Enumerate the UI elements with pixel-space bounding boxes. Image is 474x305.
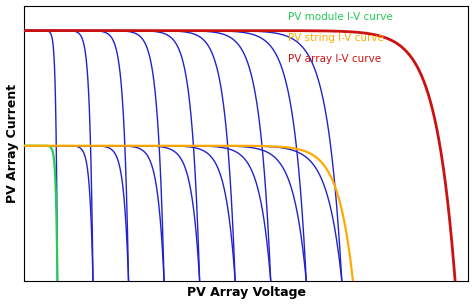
Y-axis label: PV Array Current: PV Array Current — [6, 84, 18, 203]
Text: PV string I-V curve: PV string I-V curve — [289, 33, 384, 43]
Text: PV array I-V curve: PV array I-V curve — [289, 54, 382, 64]
X-axis label: PV Array Voltage: PV Array Voltage — [187, 286, 306, 300]
Text: PV module I-V curve: PV module I-V curve — [289, 12, 393, 22]
